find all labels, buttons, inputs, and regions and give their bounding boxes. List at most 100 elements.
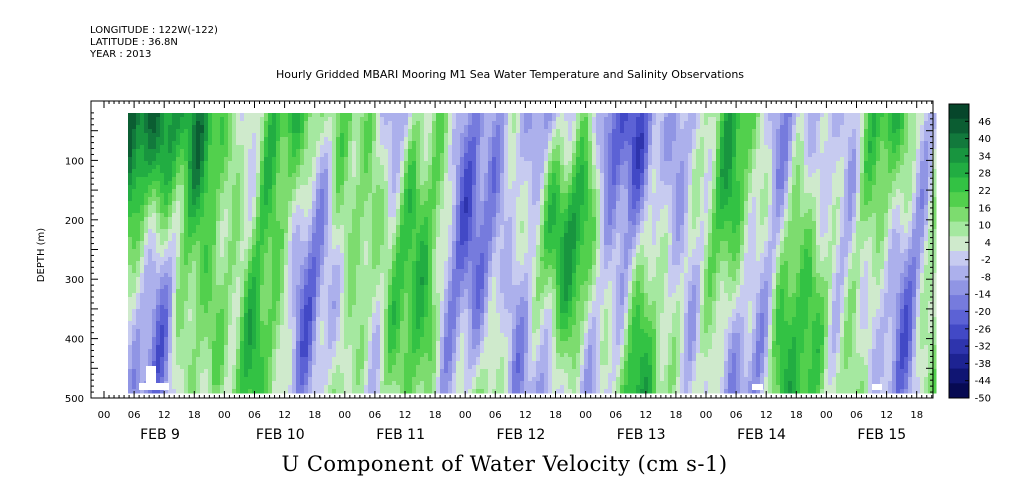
heatmap-cell [184,285,189,290]
heatmap-cell [128,149,133,154]
heatmap-cell [156,313,161,318]
heatmap-cell [344,373,349,378]
heatmap-cell [224,325,229,330]
heatmap-cell [256,121,261,126]
heatmap-cell [164,129,169,134]
heatmap-cell [288,137,293,142]
heatmap-cell [244,161,249,166]
heatmap-cell [368,353,373,358]
heatmap-cell [208,281,213,286]
heatmap-cell [408,345,413,350]
heatmap-cell [316,129,321,134]
heatmap-cell [352,301,357,306]
heatmap-cell [324,313,329,318]
heatmap-cell [360,377,365,382]
heatmap-cell [304,205,309,210]
heatmap-cell [336,165,341,170]
heatmap-cell [140,121,145,126]
heatmap-cell [188,137,193,142]
heatmap-cell [304,285,309,290]
heatmap-cell [328,309,333,314]
heatmap-cell [264,225,269,230]
heatmap-cell [332,357,337,362]
heatmap-cell [204,377,209,382]
heatmap-cell [324,389,329,394]
heatmap-cell [204,181,209,186]
heatmap-cell [280,381,285,386]
heatmap-cell [232,389,237,394]
heatmap-cell [132,265,137,270]
heatmap-cell [160,273,165,278]
heatmap-cell [292,121,297,126]
heatmap-cell [204,381,209,386]
heatmap-cell [396,137,401,142]
heatmap-cell [192,365,197,370]
heatmap-cell [176,229,181,234]
heatmap-cell [372,321,377,326]
heatmap-cell [396,289,401,294]
heatmap-cell [332,133,337,138]
heatmap-cell [304,273,309,278]
heatmap-cell [172,253,177,258]
heatmap-cell [304,373,309,378]
heatmap-cell [216,317,221,322]
heatmap-cell [308,337,313,342]
heatmap-cell [348,189,353,194]
heatmap-cell [376,229,381,234]
heatmap-cell [172,317,177,322]
heatmap-cell [296,277,301,282]
heatmap-cell [304,137,309,142]
heatmap-cell [184,137,189,142]
heatmap-cell [304,349,309,354]
heatmap-cell [236,153,241,158]
heatmap-cell [368,341,373,346]
heatmap-cell [396,145,401,150]
heatmap-cell [364,173,369,178]
heatmap-cell [396,197,401,202]
heatmap-cell [328,205,333,210]
heatmap-cell [276,165,281,170]
heatmap-cell [396,209,401,214]
heatmap-cell [216,349,221,354]
heatmap-cell [248,369,253,374]
heatmap-cell [300,313,305,318]
heatmap-cell [396,169,401,174]
heatmap-cell [220,321,225,326]
heatmap-cell [172,209,177,214]
heatmap-cell [272,185,277,190]
heatmap-cell [404,365,409,370]
heatmap-cell [148,357,153,362]
heatmap-cell [348,173,353,178]
heatmap-cell [268,297,273,302]
heatmap-cell [136,317,141,322]
heatmap-cell [224,269,229,274]
heatmap-cell [316,309,321,314]
heatmap-cell [244,141,249,146]
heatmap-cell [360,129,365,134]
heatmap-cell [316,237,321,242]
heatmap-cell [164,221,169,226]
heatmap-cell [364,269,369,274]
heatmap-cell [360,341,365,346]
heatmap-cell [292,349,297,354]
heatmap-cell [216,237,221,242]
heatmap-cell [304,229,309,234]
heatmap-cell [252,305,257,310]
heatmap-cell [352,185,357,190]
heatmap-cell [348,241,353,246]
heatmap-cell [160,257,165,262]
heatmap-cell [216,305,221,310]
heatmap-cell [140,201,145,206]
heatmap-cell [156,177,161,182]
heatmap-cell [160,317,165,322]
heatmap-cell [196,357,201,362]
heatmap-cell [236,201,241,206]
heatmap-cell [220,129,225,134]
heatmap-cell [224,261,229,266]
heatmap-cell [388,385,393,390]
heatmap-cell [348,265,353,270]
heatmap-cell [204,345,209,350]
heatmap-cell [304,197,309,202]
heatmap-cell [200,381,205,386]
heatmap-cell [240,285,245,290]
